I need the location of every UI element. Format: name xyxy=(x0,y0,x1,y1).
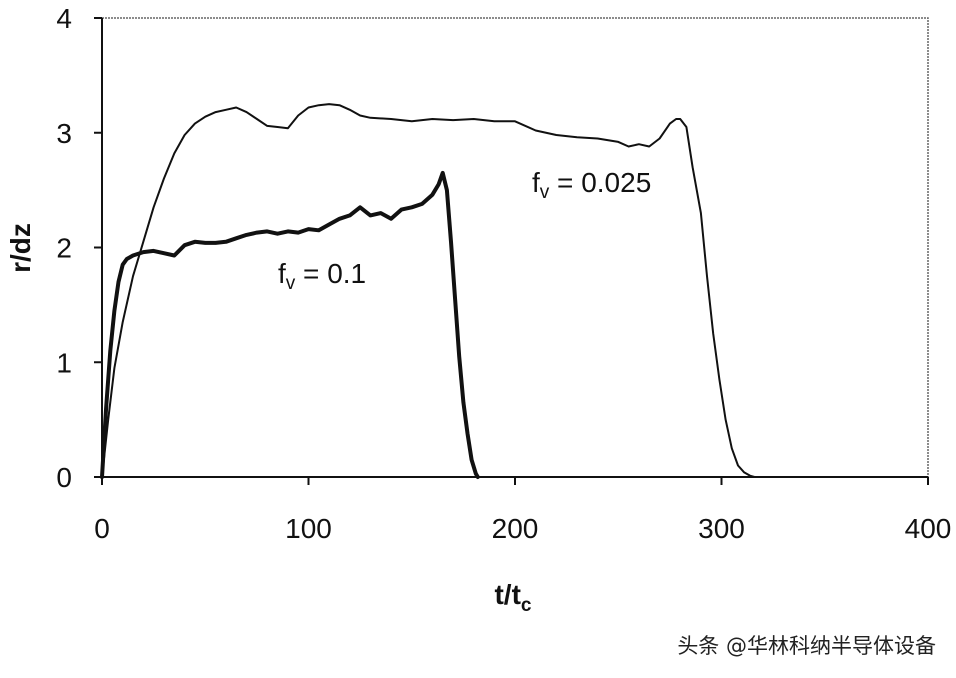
watermark: 头条 @华林科纳半导体设备 xyxy=(677,634,936,658)
annotation-fv-01-sub: v xyxy=(286,273,296,294)
annotation-fv-0025-sub: v xyxy=(540,182,550,203)
annotation-fv-0025: fv = 0.025 xyxy=(532,167,651,203)
y-tick-label: 4 xyxy=(56,3,72,34)
x-tick-label: 300 xyxy=(698,513,745,544)
annotation-fv-01-f: f xyxy=(278,258,286,289)
x-tick-label: 400 xyxy=(905,513,952,544)
annotation-fv-01-value: = 0.1 xyxy=(295,258,366,289)
y-tick-label: 3 xyxy=(56,118,72,149)
annotation-fv-0025-value: = 0.025 xyxy=(549,167,651,198)
x-tick-label: 0 xyxy=(94,513,110,544)
y-tick-label: 2 xyxy=(56,233,72,264)
x-axis-title-main: t/t xyxy=(494,579,520,610)
series-line-fv-0.025 xyxy=(101,103,756,478)
x-axis-title-sub: c xyxy=(521,595,532,616)
annotation-fv-0025-f: f xyxy=(532,167,540,198)
annotation-fv-01: fv = 0.1 xyxy=(278,258,366,294)
y-axis-title: r/dz xyxy=(5,223,36,273)
y-tick-label: 1 xyxy=(56,347,72,378)
x-tick-label: 100 xyxy=(285,513,332,544)
y-tick-label: 0 xyxy=(56,462,72,493)
series-line-fv-0.1 xyxy=(100,170,480,479)
plot-frame xyxy=(101,17,929,478)
x-axis-title: t/tc xyxy=(494,579,531,616)
x-tick-label: 200 xyxy=(492,513,539,544)
